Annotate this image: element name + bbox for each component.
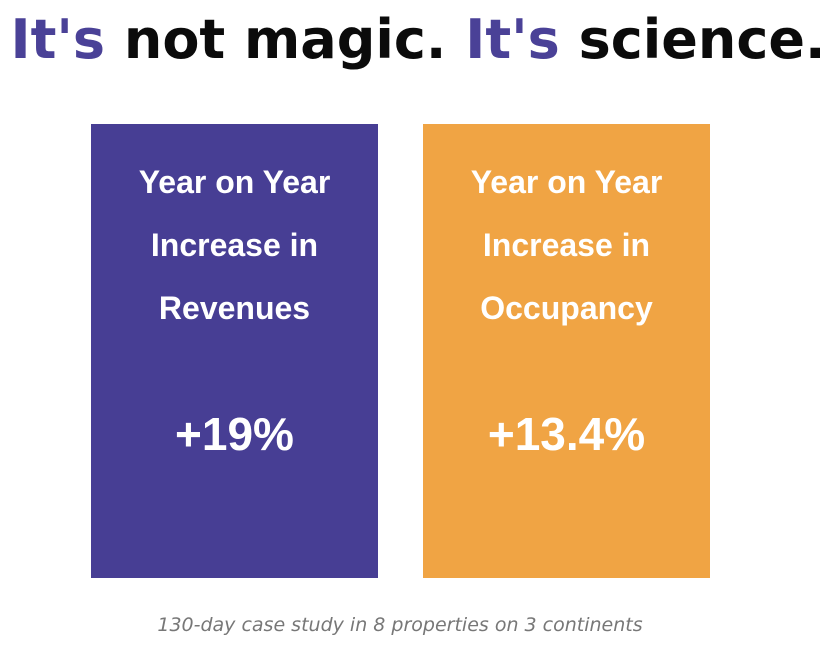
revenue-value: +19%	[175, 408, 294, 460]
case-study-caption: 130-day case study in 8 properties on 3 …	[157, 614, 643, 636]
headline-accent-2: It's	[465, 8, 560, 71]
occupancy-stat-card: Year on Year Increase in Occupancy +13.4…	[423, 124, 710, 578]
headline: It's not magic. It's science.	[0, 6, 836, 74]
headline-text-2: science.	[559, 8, 826, 71]
occupancy-title-line-1: Year on Year	[470, 164, 663, 200]
revenue-card-title: Year on Year Increase in Revenues	[91, 151, 378, 340]
revenue-title-line-3: Revenues	[158, 290, 311, 326]
revenue-title-line-2: Increase in	[150, 227, 319, 263]
occupancy-title-line-2: Increase in	[482, 227, 651, 263]
headline-text-1: not magic.	[105, 8, 466, 71]
revenue-stat-card: Year on Year Increase in Revenues +19%	[91, 124, 378, 578]
occupancy-card-title: Year on Year Increase in Occupancy	[423, 151, 710, 340]
occupancy-value: +13.4%	[487, 408, 646, 460]
occupancy-title-line-3: Occupancy	[480, 290, 653, 326]
headline-accent-1: It's	[10, 8, 106, 71]
revenue-title-line-1: Year on Year	[138, 164, 331, 200]
